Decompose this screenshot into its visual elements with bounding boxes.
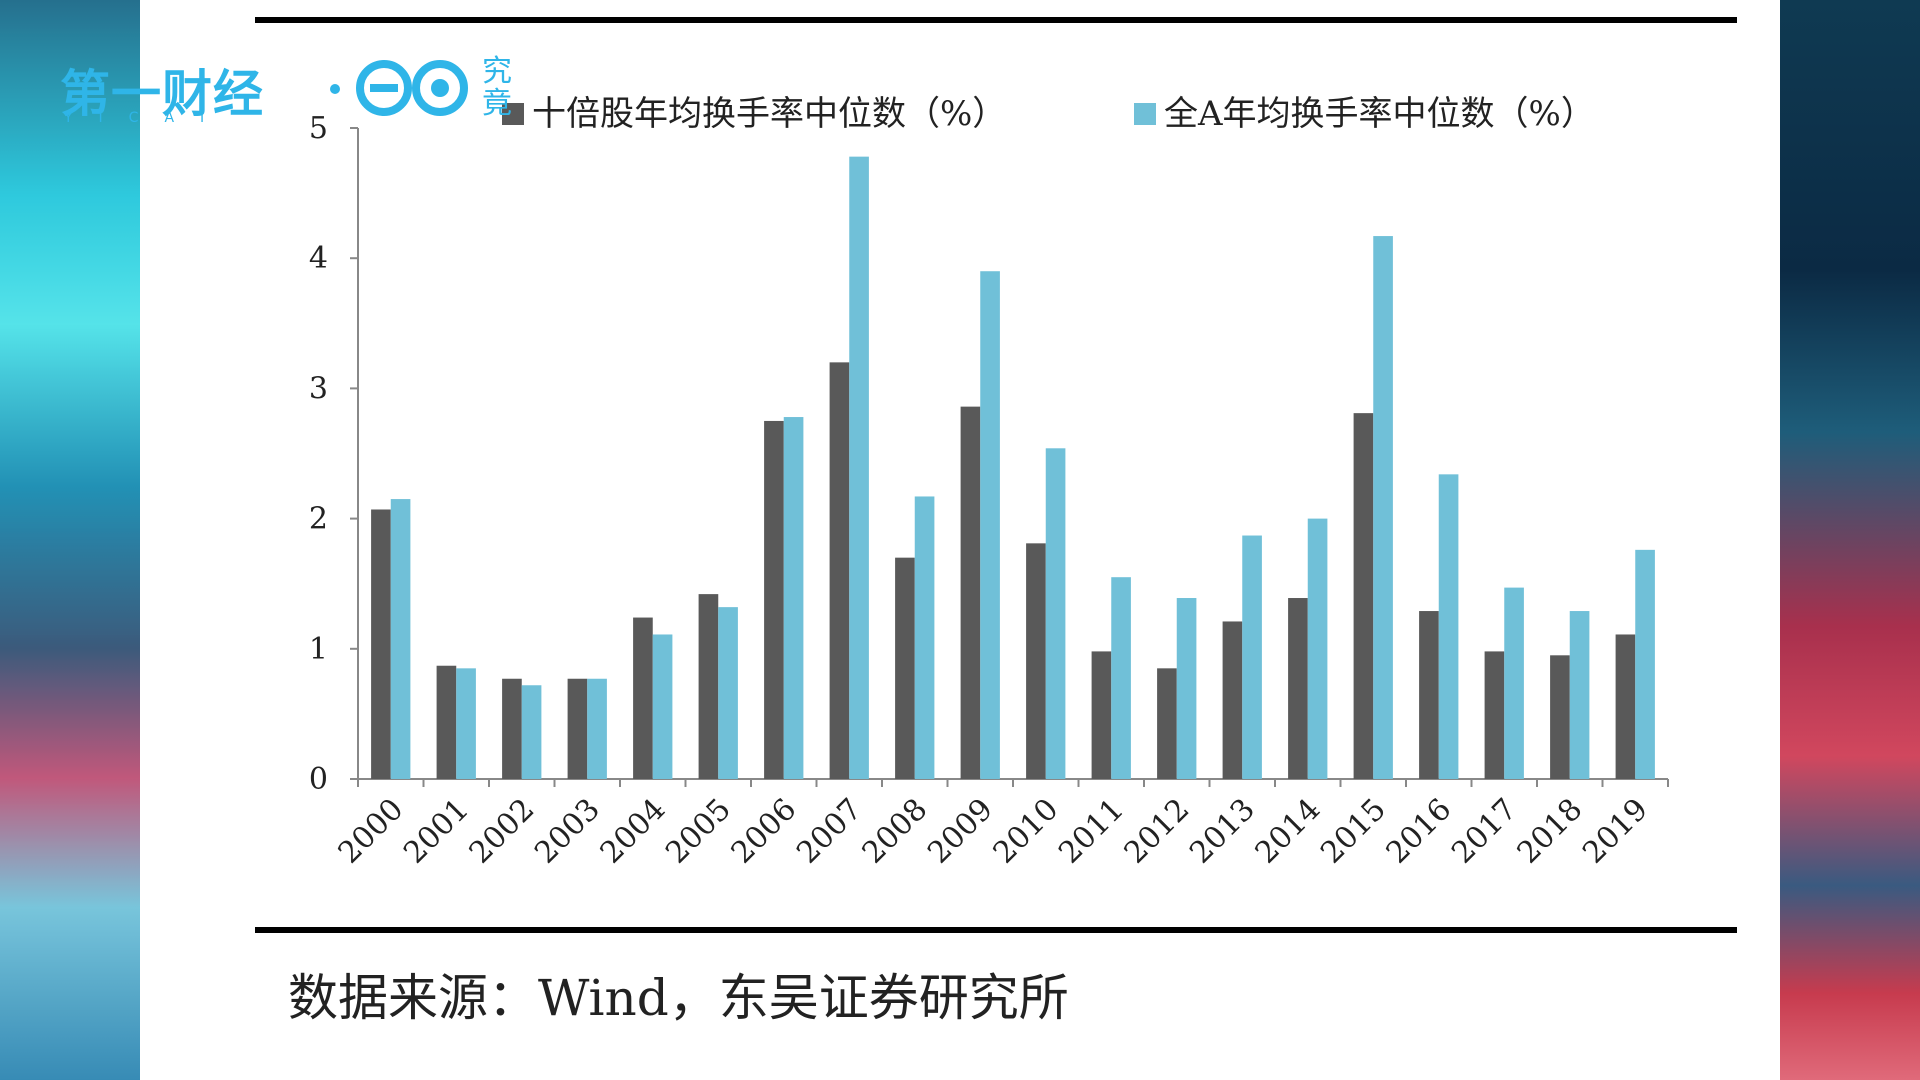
bar-tenbagger-2017 (1484, 651, 1505, 779)
x-tick-label: 2018 (1511, 792, 1590, 871)
legend-label-all-a: 全A年均换手率中位数（%） (1164, 94, 1595, 134)
yicai-logo: 第一财经 YICAI 究竟 (60, 54, 512, 127)
chart-paper (140, 0, 1780, 1080)
bar-tenbagger-2010 (1026, 543, 1046, 779)
background-left-panel (0, 0, 140, 1080)
bar-all-a-2016 (1438, 474, 1459, 779)
bar-all-a-2000 (390, 499, 411, 779)
x-tick-label: 2014 (1249, 792, 1328, 871)
x-tick-label: 2016 (1380, 792, 1459, 871)
bar-all-a-2004 (652, 634, 673, 779)
x-tick-label: 2000 (332, 792, 411, 871)
logo-eye-icon (356, 60, 468, 116)
logo-sub: YICAI (64, 110, 231, 126)
bar-all-a-2007 (849, 156, 869, 780)
bar-tenbagger-2014 (1288, 598, 1308, 779)
bar-tenbagger-2011 (1091, 651, 1112, 779)
x-tick-label: 2007 (790, 792, 869, 871)
top-rule (255, 17, 1737, 23)
x-tick-label: 2019 (1576, 792, 1655, 871)
bar-tenbagger-2015 (1353, 413, 1374, 779)
legend-swatch-tenbagger (502, 103, 524, 125)
bar-all-a-2011 (1111, 577, 1131, 779)
bar-tenbagger-2018 (1550, 655, 1570, 779)
bar-all-a-2012 (1176, 598, 1197, 779)
x-tick-label: 2001 (397, 792, 476, 871)
bar-all-a-2009 (980, 271, 1000, 779)
bar-tenbagger-2005 (698, 594, 719, 779)
logo-brand: 第一财经 (60, 65, 264, 123)
bar-all-a-2001 (456, 668, 476, 779)
y-tick-label: 4 (309, 241, 328, 276)
bar-all-a-2013 (1242, 535, 1262, 779)
bar-tenbagger-2001 (436, 665, 457, 779)
bar-tenbagger-2002 (502, 678, 522, 779)
x-tick-label: 2011 (1052, 792, 1131, 871)
y-tick-label: 1 (309, 632, 328, 667)
x-tick-label: 2012 (1118, 792, 1197, 871)
y-tick-label: 3 (309, 371, 328, 406)
bar-all-a-2010 (1045, 448, 1066, 779)
x-tick-label: 2017 (1445, 792, 1524, 871)
bar-tenbagger-2013 (1222, 621, 1243, 779)
x-tick-label: 2005 (659, 792, 738, 871)
legend-label-tenbagger: 十倍股年均换手率中位数（%） (532, 94, 1006, 134)
bar-tenbagger-2019 (1615, 634, 1636, 779)
bar-tenbagger-2003 (567, 678, 588, 779)
x-tick-label: 2002 (463, 792, 542, 871)
bar-all-a-2019 (1635, 549, 1655, 779)
bar-tenbagger-2000 (371, 509, 391, 779)
x-tick-label: 2013 (1183, 792, 1262, 871)
bottom-rule (255, 927, 1737, 933)
bar-tenbagger-2016 (1419, 611, 1439, 779)
bar-all-a-2002 (521, 685, 542, 779)
bar-all-a-2018 (1569, 611, 1590, 779)
x-tick-label: 2003 (528, 792, 607, 871)
y-tick-label: 5 (309, 111, 328, 146)
bar-tenbagger-2009 (960, 406, 981, 779)
background-right-panel (1780, 0, 1920, 1080)
bar-all-a-2005 (718, 607, 738, 779)
bar-tenbagger-2012 (1157, 668, 1177, 779)
x-tick-label: 2010 (987, 792, 1066, 871)
bar-all-a-2006 (783, 417, 804, 779)
bar-all-a-2014 (1307, 518, 1328, 779)
legend-swatch-all-a (1134, 103, 1156, 125)
y-tick-label: 0 (309, 762, 328, 797)
data-source-note: 数据来源：Wind，东吴证券研究所 (288, 969, 1069, 1027)
x-tick-label: 2008 (856, 792, 935, 871)
bar-all-a-2003 (587, 678, 607, 779)
x-tick-label: 2015 (1314, 792, 1393, 871)
x-tick-label: 2009 (921, 792, 1000, 871)
x-tick-label: 2004 (594, 792, 673, 871)
bar-all-a-2008 (914, 496, 935, 779)
bar-tenbagger-2008 (895, 557, 915, 779)
bar-tenbagger-2007 (829, 362, 850, 779)
bar-tenbagger-2004 (633, 617, 653, 779)
y-tick-label: 2 (309, 502, 328, 537)
logo-dot (330, 84, 340, 94)
bar-all-a-2015 (1373, 236, 1393, 780)
logo-jiujing: 究竟 (482, 54, 512, 121)
x-tick-label: 2006 (725, 792, 804, 871)
bar-tenbagger-2006 (764, 420, 784, 779)
bar-all-a-2017 (1504, 587, 1524, 779)
